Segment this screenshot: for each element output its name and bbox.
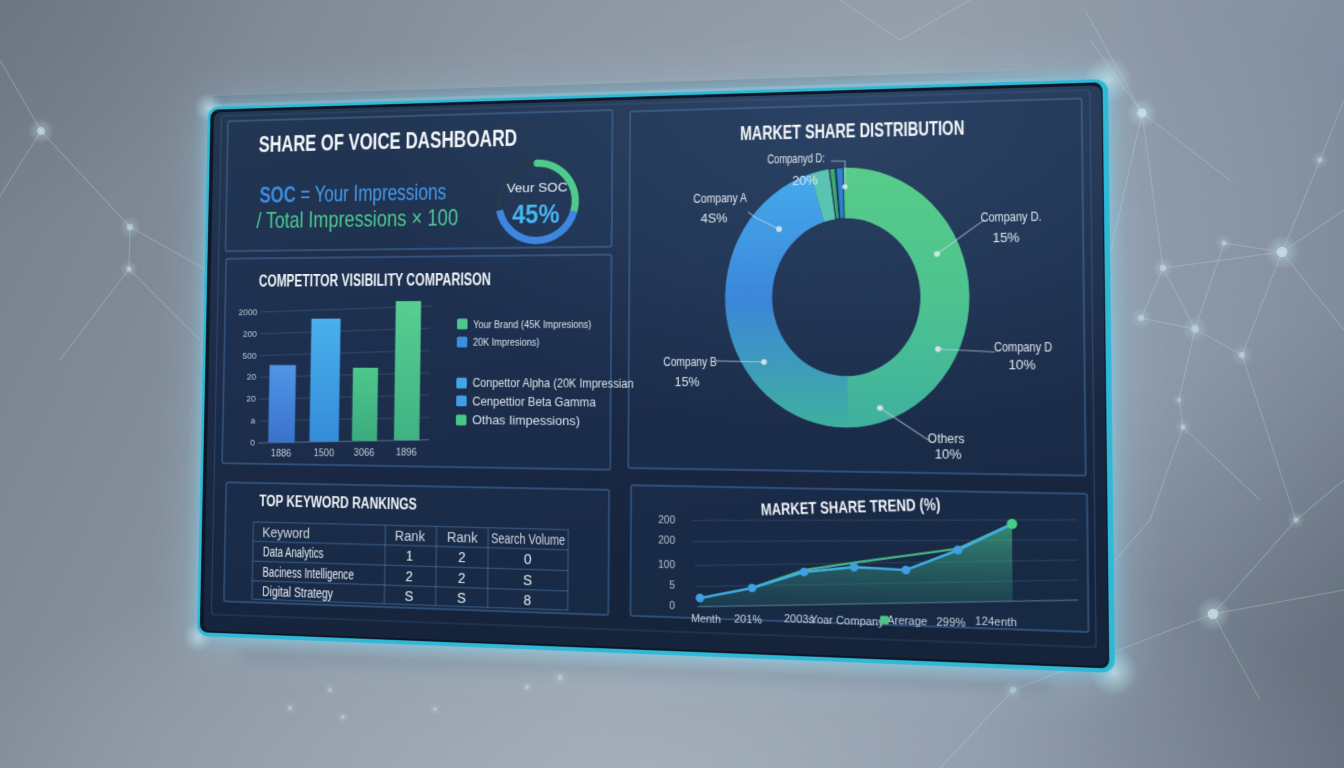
svg-text:200: 200 — [658, 535, 675, 547]
svg-text:Your Brand (45K Impresions): Your Brand (45K Impresions) — [473, 319, 591, 331]
svg-text:MARKET SHARE DISTRIBUTION: MARKET SHARE DISTRIBUTION — [740, 115, 964, 145]
svg-text:a: a — [250, 415, 255, 426]
svg-text:5: 5 — [669, 580, 675, 592]
svg-text:20: 20 — [247, 372, 257, 383]
svg-text:Others: Others — [928, 432, 965, 447]
svg-text:S: S — [523, 572, 532, 588]
svg-text:Rank: Rank — [395, 529, 426, 545]
svg-text:20: 20 — [246, 393, 256, 404]
svg-text:2: 2 — [458, 570, 466, 586]
svg-text:S: S — [457, 590, 466, 606]
svg-text:Conpettor Alpha (20K Impressia: Conpettor Alpha (20K Impressian — [472, 377, 633, 391]
svg-text:Keyword: Keyword — [262, 526, 310, 542]
svg-text:Baciness Intelligence: Baciness Intelligence — [262, 564, 354, 582]
svg-text:2: 2 — [458, 550, 466, 566]
svg-text:0: 0 — [669, 600, 675, 612]
svg-text:2000: 2000 — [238, 306, 257, 317]
svg-text:0: 0 — [250, 437, 255, 448]
svg-text:10%: 10% — [1008, 359, 1036, 373]
svg-text:201%: 201% — [734, 613, 762, 626]
svg-text:500: 500 — [242, 350, 257, 361]
svg-text:3066: 3066 — [354, 447, 375, 458]
svg-text:Search Volume: Search Volume — [491, 531, 565, 549]
svg-text:15%: 15% — [992, 232, 1019, 246]
svg-text:Rank: Rank — [447, 530, 479, 546]
svg-text:Company A: Company A — [693, 192, 747, 206]
svg-text:SOC = Your Impressions: SOC = Your Impressions — [259, 179, 446, 208]
svg-text:200: 200 — [658, 514, 675, 526]
svg-text:Menth: Menth — [691, 613, 721, 626]
svg-text:Othas Iimpessions): Othas Iimpessions) — [472, 414, 580, 428]
svg-text:Companyd D:: Companyd D: — [767, 153, 825, 168]
svg-text:20K Impresions): 20K Impresions) — [473, 337, 540, 349]
svg-text:TOP KEYWORD RANKINGS: TOP KEYWORD RANKINGS — [259, 492, 417, 514]
svg-text:1886: 1886 — [271, 448, 291, 459]
svg-text:Cenpettior Beta Gamma: Cenpettior Beta Gamma — [472, 395, 596, 409]
svg-text:1: 1 — [406, 549, 414, 565]
svg-text:2: 2 — [406, 569, 414, 585]
svg-text:10%: 10% — [935, 448, 962, 462]
svg-text:Data Analytics: Data Analytics — [263, 545, 324, 562]
svg-text:1896: 1896 — [396, 447, 417, 458]
svg-text:100: 100 — [658, 559, 675, 571]
svg-text:Company B: Company B — [663, 356, 717, 370]
svg-text:S: S — [405, 589, 414, 605]
svg-text:200: 200 — [243, 328, 258, 339]
svg-text:Arerage: Arerage — [887, 615, 927, 628]
svg-text:2003s: 2003s — [784, 613, 814, 626]
svg-text:15%: 15% — [674, 376, 699, 390]
svg-text:20%: 20% — [792, 175, 818, 189]
svg-text:/ Total Impressions × 100: / Total Impressions × 100 — [256, 205, 458, 234]
svg-text:0: 0 — [524, 552, 532, 568]
svg-text:Company D: Company D — [994, 341, 1052, 355]
svg-text:Digital Strategy: Digital Strategy — [262, 584, 334, 602]
svg-text:COMPETITOR VISIBILITY COMPARIS: COMPETITOR VISIBILITY COMPARISON — [259, 271, 491, 291]
svg-text:124enth: 124enth — [975, 616, 1017, 629]
svg-text:Yoar Company: Yoar Company — [811, 614, 885, 628]
svg-text:4S%: 4S% — [701, 212, 728, 226]
svg-text:Company D.: Company D. — [981, 211, 1042, 226]
svg-text:45%: 45% — [512, 200, 560, 230]
svg-text:299%: 299% — [936, 616, 965, 629]
svg-text:Veur SOC: Veur SOC — [507, 179, 568, 195]
svg-text:1500: 1500 — [313, 447, 334, 458]
svg-text:8: 8 — [524, 593, 532, 609]
